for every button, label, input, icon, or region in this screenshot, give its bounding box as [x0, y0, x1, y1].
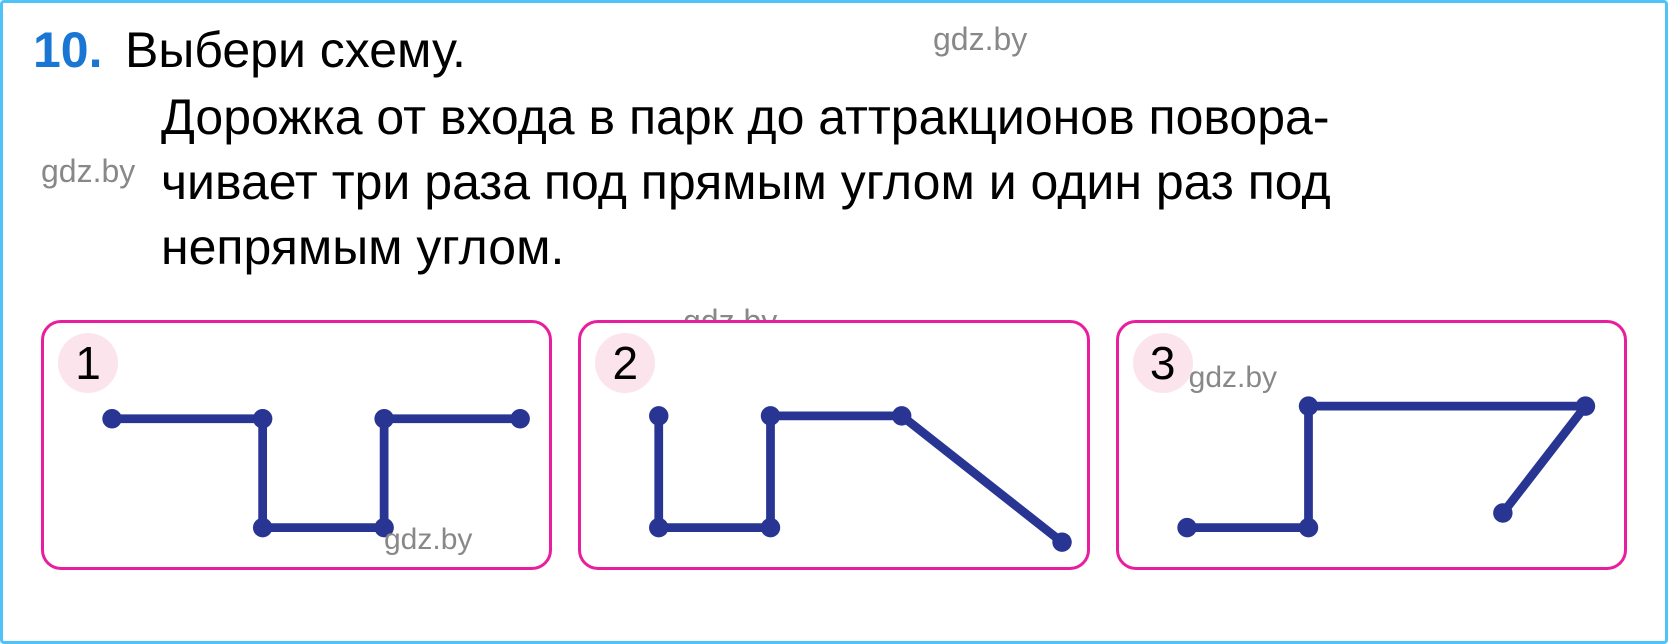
task-header: 10. Выбери схему.	[33, 21, 1635, 79]
diagram-svg-3	[1119, 323, 1624, 567]
watermark-1: gdz.by	[933, 21, 1027, 58]
task-body-line1: Дорожка от входа в парк до аттракционов …	[161, 85, 1635, 150]
task-body-line2: чивает три раза под прямым углом и один …	[161, 150, 1635, 215]
task-title: Выбери схему.	[125, 22, 466, 78]
diagram-svg-1	[44, 323, 549, 567]
task-number: 10.	[33, 22, 103, 78]
diagram1-watermark: gdz.by	[384, 523, 472, 557]
diagram-card-2: 2	[578, 320, 1089, 570]
task-body-line3: непрямым углом.	[161, 215, 1635, 280]
diagram-card-3: 3 gdz.by	[1116, 320, 1627, 570]
diagrams-row: 1 gdz.by 2 3 gdz.by	[33, 320, 1635, 570]
watermark-2: gdz.by	[41, 153, 135, 190]
task-body: Дорожка от входа в парк до аттракционов …	[161, 85, 1635, 280]
content-area: 10. Выбери схему. gdz.by Дорожка от вход…	[3, 3, 1665, 590]
diagram-svg-2	[581, 323, 1086, 567]
page-frame: 10. Выбери схему. gdz.by Дорожка от вход…	[0, 0, 1668, 644]
diagram-card-1: 1 gdz.by	[41, 320, 552, 570]
